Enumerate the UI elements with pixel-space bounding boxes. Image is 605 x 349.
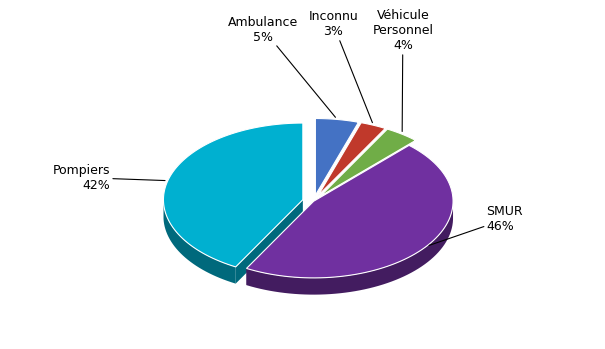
Text: Inconnu
3%: Inconnu 3%	[309, 10, 373, 122]
Text: Ambulance
5%: Ambulance 5%	[228, 16, 335, 117]
Text: Pompiers
42%: Pompiers 42%	[53, 164, 165, 192]
Polygon shape	[318, 123, 385, 195]
Polygon shape	[236, 200, 303, 284]
Polygon shape	[320, 129, 416, 196]
Text: Véhicule
Personnel
4%: Véhicule Personnel 4%	[372, 9, 433, 132]
Polygon shape	[163, 123, 303, 267]
Polygon shape	[315, 119, 359, 195]
Polygon shape	[246, 201, 313, 285]
Polygon shape	[163, 202, 236, 284]
Text: SMUR
46%: SMUR 46%	[429, 205, 523, 245]
Polygon shape	[246, 203, 453, 295]
Polygon shape	[246, 145, 453, 278]
